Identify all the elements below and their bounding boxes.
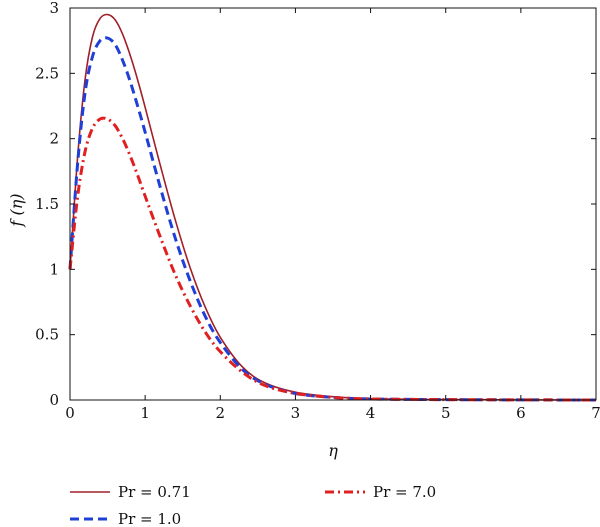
legend-label-2: Pr = 7.0 (373, 483, 436, 501)
legend-label-0: Pr = 0.71 (118, 483, 191, 501)
x-axis-label: η (328, 441, 338, 460)
plot-frame (69, 7, 597, 401)
x-tick-label-6: 6 (516, 404, 526, 422)
legend-label-1: Pr = 1.0 (118, 510, 181, 527)
x-tick-label-3: 3 (291, 404, 301, 422)
legend-item-1: Pr = 1.0 (70, 510, 181, 527)
legend-item-0: Pr = 0.71 (70, 483, 191, 501)
x-tick-label-4: 4 (366, 404, 376, 422)
x-tick-label-7: 7 (591, 404, 600, 422)
series-layer (68, 13, 597, 402)
x-tick-label-0: 0 (65, 404, 75, 422)
series-line-1 (68, 36, 597, 402)
y-tick-label-6: 3 (49, 0, 59, 17)
axes-layer (69, 7, 597, 401)
legend-item-2: Pr = 7.0 (325, 483, 436, 501)
y-tick-label-2: 1 (49, 260, 59, 278)
series-line-2 (68, 116, 597, 402)
x-tick-label-1: 1 (140, 404, 150, 422)
y-tick-label-0: 0 (49, 391, 59, 409)
x-tick-label-2: 2 (216, 404, 226, 422)
ticks-layer: 0 1 2 3 4 5 6 7 0 0.5 1 1.5 2 2.5 3 (35, 0, 600, 422)
x-tick-label-5: 5 (441, 404, 451, 422)
y-axis-label: f (η) (7, 193, 26, 227)
legend: Pr = 0.71 Pr = 1.0 Pr = 7.0 (70, 483, 436, 527)
y-tick-label-5: 2.5 (35, 64, 59, 82)
y-tick-label-1: 0.5 (35, 326, 59, 344)
y-tick-label-3: 1.5 (35, 195, 59, 213)
y-tick-label-4: 2 (49, 130, 59, 148)
